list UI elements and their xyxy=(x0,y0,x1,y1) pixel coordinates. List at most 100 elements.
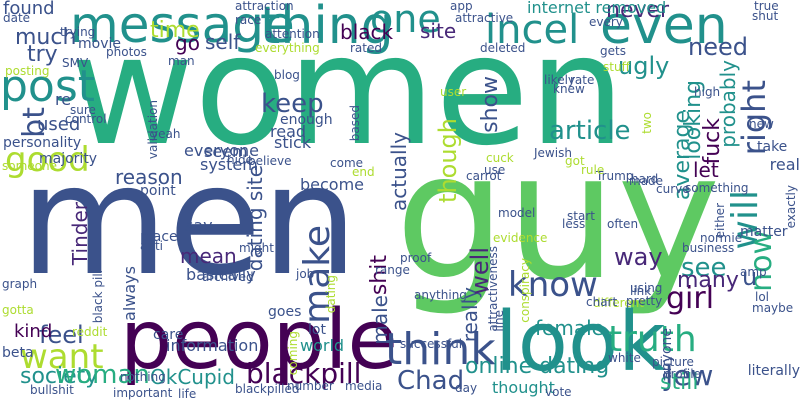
word-self: self xyxy=(205,30,241,54)
word-new: new xyxy=(749,117,774,131)
word-carrot: carrot xyxy=(466,169,502,183)
word-knew: knew xyxy=(553,82,585,96)
word-chad: Chad xyxy=(397,366,465,396)
word-reddit: reddit xyxy=(72,325,108,339)
word-nothing: nothing xyxy=(120,370,166,384)
word-evidence: evidence xyxy=(493,231,548,245)
word-either: either xyxy=(713,203,727,239)
word-come: come xyxy=(330,156,364,170)
word-important: important xyxy=(113,386,173,400)
word-need: need xyxy=(688,33,748,61)
word-jewish: Jewish xyxy=(534,146,572,160)
word-incel: incel xyxy=(485,7,580,53)
word-profile: profile xyxy=(663,367,701,381)
word-keep: keep xyxy=(261,89,324,119)
word-two: two xyxy=(640,112,654,134)
word-seem: seem xyxy=(204,142,248,161)
word-always: always xyxy=(120,266,139,321)
word-system: system xyxy=(200,155,258,174)
word-internet-removed: internet removed xyxy=(527,0,667,17)
word-never: never xyxy=(606,0,670,23)
word-archived: archived xyxy=(202,270,254,284)
word-anti: anti xyxy=(140,239,163,253)
word-app: app xyxy=(450,0,473,13)
word-use: use xyxy=(484,163,506,177)
word-gotta: gotta xyxy=(2,303,34,317)
word-dating: dating xyxy=(324,275,338,314)
word-successful: successful xyxy=(400,337,463,351)
word-pretty: pretty xyxy=(626,294,663,308)
word-show: show xyxy=(478,76,503,133)
word-using: using xyxy=(630,281,663,295)
word-attractive: attractive xyxy=(455,11,514,25)
word-everything: everything xyxy=(255,41,320,55)
word-thought: thought xyxy=(492,378,555,397)
word-anyone: anyone xyxy=(659,328,675,380)
word-bt: bt xyxy=(17,107,52,138)
word-model: model xyxy=(498,206,536,220)
word-jew: Jew xyxy=(665,359,714,392)
word-curve: curve xyxy=(656,182,690,196)
word-less: less xyxy=(562,217,586,231)
word-though: though xyxy=(434,118,462,203)
word-girl: girl xyxy=(666,281,715,316)
word-job: job xyxy=(296,267,315,281)
word-re: re xyxy=(55,90,72,109)
word-media: media xyxy=(345,379,383,393)
word-someone: someone xyxy=(2,159,57,173)
word-woman: woman xyxy=(55,360,150,390)
word-posting: posting xyxy=(5,64,50,78)
word-think: think xyxy=(385,324,496,375)
word-date: date xyxy=(3,11,31,25)
word-beta: beta xyxy=(2,345,34,361)
word-people: people xyxy=(120,293,398,388)
word-become: become xyxy=(300,175,365,194)
word-feel: feel xyxy=(39,321,84,349)
word-hide: hide xyxy=(227,153,253,167)
word-actually: actually xyxy=(387,132,411,211)
word-attention: attention xyxy=(265,27,320,41)
word-mean: mean xyxy=(180,244,237,268)
word-based: based xyxy=(348,105,362,142)
word-start: start xyxy=(567,209,595,223)
word-deleted: deleted xyxy=(480,41,526,55)
word-take: take xyxy=(757,139,788,155)
word-white: white xyxy=(608,351,641,365)
word-much: much xyxy=(15,25,77,50)
word-picture: picture xyxy=(652,355,694,369)
word-stick: stick xyxy=(274,133,312,152)
word-many: many xyxy=(677,268,739,293)
word-reason: reason xyxy=(115,165,183,189)
word-truth: truth xyxy=(608,319,697,360)
word-even: even xyxy=(600,0,728,56)
word-found: found xyxy=(3,0,55,19)
word-want: want xyxy=(20,337,104,377)
word-user: user xyxy=(440,85,467,99)
word-number: number xyxy=(287,379,334,393)
word-range: range xyxy=(375,263,410,277)
word-black-pill: black pill xyxy=(91,270,105,324)
word-vote: vote xyxy=(545,385,572,399)
word-way: way xyxy=(614,243,663,271)
word-okcupid: OkCupid xyxy=(150,365,235,389)
word-blackpilled: blackpilled xyxy=(235,382,300,396)
word-basically: basically xyxy=(186,265,256,284)
word-shut: shut xyxy=(752,9,779,23)
word-guy: guy xyxy=(395,116,721,319)
word-chart: chart xyxy=(586,295,618,309)
word-rated: rated xyxy=(350,41,382,55)
word-matter: matter xyxy=(740,224,788,240)
word-read: read xyxy=(270,122,307,141)
word-society: society xyxy=(20,364,99,389)
word-anything: anything xyxy=(414,288,467,302)
word-everyone: everyone xyxy=(184,141,259,160)
word-smv: SMV xyxy=(62,56,89,70)
word-go: go xyxy=(175,31,200,55)
word-proof: proof xyxy=(400,251,432,265)
word-lot: lot xyxy=(308,322,326,338)
word-life: life xyxy=(178,387,197,400)
word-got: got xyxy=(565,154,585,168)
word-point: point xyxy=(140,183,176,199)
word-place: place xyxy=(140,229,178,245)
